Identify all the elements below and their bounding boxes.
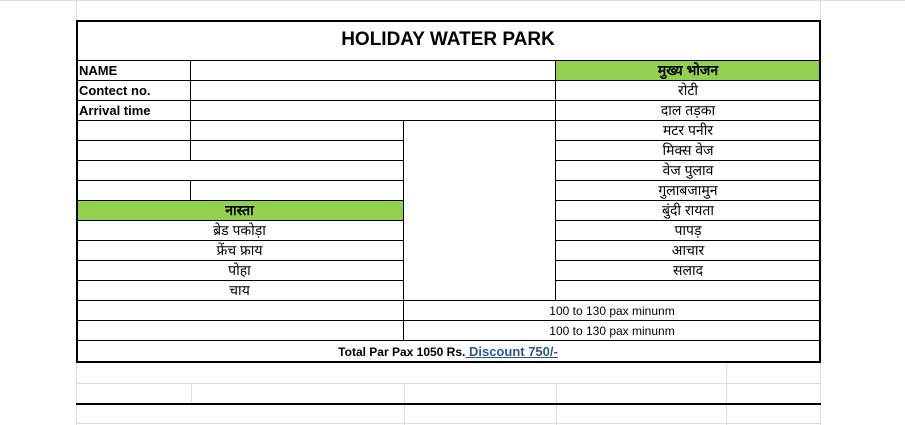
name-label: NAME bbox=[76, 61, 191, 81]
empty-cell[interactable] bbox=[76, 161, 404, 181]
gridline bbox=[191, 383, 192, 403]
contact-label: Contect no. bbox=[76, 81, 191, 101]
empty-cell[interactable] bbox=[76, 321, 404, 341]
empty-cell[interactable] bbox=[191, 121, 404, 141]
breakfast-header: नास्ता bbox=[76, 201, 404, 221]
empty-cell[interactable] bbox=[191, 181, 404, 201]
breakfast-item: ब्रेड पकोड़ा bbox=[76, 221, 404, 241]
discount-link[interactable]: Discount 750/- bbox=[465, 344, 558, 359]
empty-cell[interactable] bbox=[76, 121, 191, 141]
merged-empty-cell[interactable] bbox=[404, 121, 556, 301]
gridline bbox=[0, 0, 905, 1]
empty-cell[interactable] bbox=[76, 181, 191, 201]
arrival-label: Arrival time bbox=[76, 101, 191, 121]
empty-cell[interactable] bbox=[191, 141, 404, 161]
border-line bbox=[76, 403, 821, 405]
empty-cell[interactable] bbox=[76, 301, 404, 321]
breakfast-item: फ्रेंच फ्राय bbox=[76, 241, 404, 261]
contact-input[interactable] bbox=[191, 81, 556, 101]
main-meal-header: मुख्य भोजन bbox=[556, 61, 821, 81]
breakfast-item: पोहा bbox=[76, 261, 404, 281]
gridline bbox=[76, 383, 821, 384]
name-input[interactable] bbox=[191, 61, 556, 81]
gridline bbox=[726, 363, 727, 425]
empty-cell[interactable] bbox=[76, 141, 191, 161]
breakfast-item: चाय bbox=[76, 281, 404, 301]
arrival-input[interactable] bbox=[191, 101, 556, 121]
form-frame-border bbox=[76, 20, 821, 363]
total-text: Total Par Pax 1050 Rs. bbox=[338, 344, 466, 359]
gridline bbox=[76, 423, 821, 424]
